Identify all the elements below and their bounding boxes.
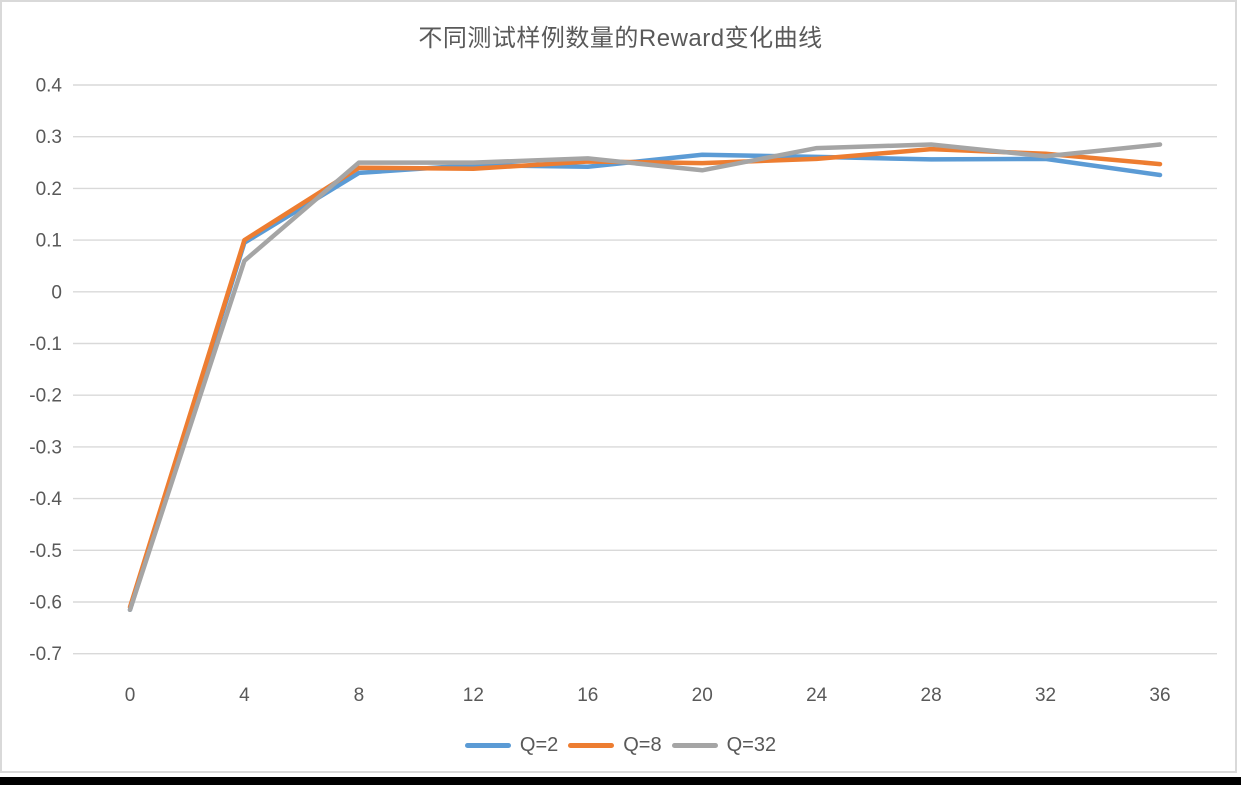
legend-line-swatch	[568, 743, 615, 748]
x-axis-tick-label: 20	[692, 685, 713, 706]
x-axis-tick-label: 16	[577, 685, 598, 706]
x-axis-tick-label: 28	[921, 685, 942, 706]
chart-legend: Q=2 Q=8 Q=32	[0, 734, 1241, 757]
series-line-q32	[127, 142, 1163, 613]
bottom-edge-bar	[0, 777, 1241, 785]
legend-label: Q=2	[519, 734, 559, 756]
legend-item-q8: Q=8	[568, 734, 662, 757]
y-axis-tick-label: 0.4	[36, 76, 63, 97]
series-line-q2	[127, 152, 1163, 613]
x-axis-tick-label: 24	[806, 685, 828, 706]
y-axis-tick-label: -0.7	[29, 644, 62, 665]
x-axis-tick-label: 4	[239, 685, 250, 706]
chart-title: 不同测试样例数量的Reward变化曲线	[418, 25, 823, 52]
legend-line-swatch	[671, 743, 718, 748]
y-axis-tick-label: 0	[51, 282, 62, 303]
y-axis-tick-label: -0.4	[29, 489, 62, 510]
y-axis-tick-label: -0.2	[29, 386, 62, 407]
y-axis-tick-label: 0.1	[36, 231, 62, 252]
legend-label: Q=32	[726, 734, 777, 756]
x-axis-tick-label: 8	[354, 685, 365, 706]
y-axis-tick-label: 0.3	[36, 127, 62, 148]
legend-item-q32: Q=32	[671, 734, 777, 757]
y-axis-tick-label: -0.5	[29, 541, 62, 562]
x-axis-tick-label: 0	[125, 685, 136, 706]
y-axis-tick-label: -0.3	[29, 437, 62, 458]
x-axis-tick-label: 12	[463, 685, 484, 706]
y-axis-tick-label: -0.6	[29, 593, 62, 614]
legend-label: Q=8	[623, 734, 662, 756]
legend-line-swatch	[464, 743, 511, 748]
y-axis-tick-label: 0.2	[36, 179, 62, 200]
x-axis-tick-label: 36	[1149, 685, 1170, 706]
legend-item-q2: Q=2	[464, 734, 559, 757]
x-axis-tick-label: 32	[1035, 685, 1056, 706]
y-axis-tick-label: -0.1	[29, 334, 62, 355]
